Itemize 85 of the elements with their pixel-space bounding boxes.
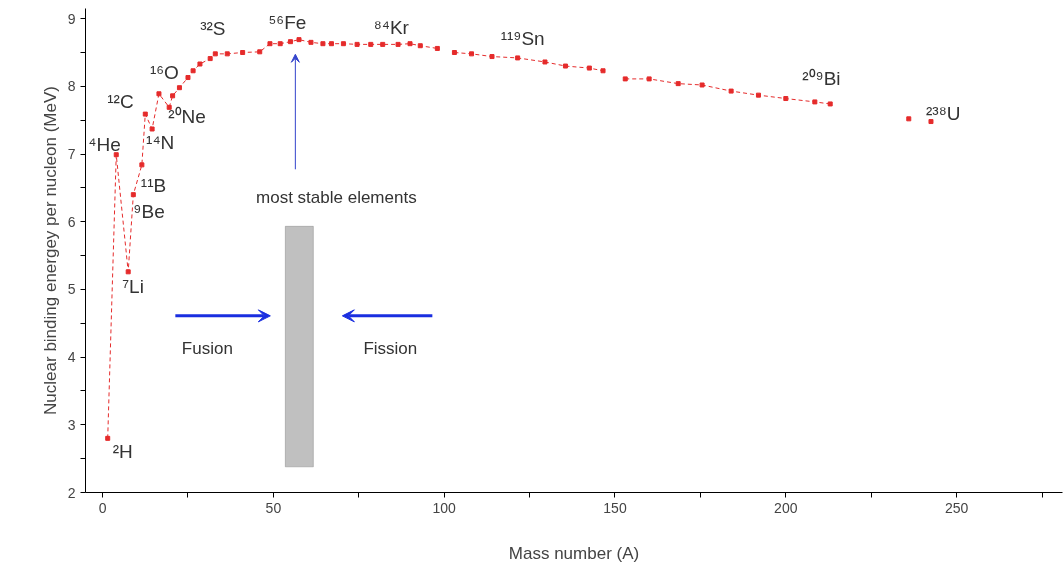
point	[783, 96, 789, 102]
point	[296, 37, 302, 43]
x-axis-title: Mass number (A)	[508, 543, 640, 563]
x-tick-label: 100	[432, 499, 457, 516]
point	[395, 41, 401, 47]
point	[125, 269, 131, 275]
point	[287, 39, 293, 45]
point	[407, 41, 413, 47]
point	[113, 152, 119, 158]
point	[827, 101, 833, 107]
point	[451, 50, 457, 55]
point	[380, 41, 386, 47]
point	[257, 49, 263, 55]
point	[728, 88, 734, 94]
point	[542, 59, 548, 65]
point	[434, 45, 440, 51]
point	[212, 51, 218, 57]
annotation: ¹¹B	[140, 175, 167, 197]
annotation: ⁴He	[88, 134, 121, 156]
y-tick-label: 9	[67, 10, 76, 27]
point	[142, 111, 148, 117]
point	[699, 82, 705, 88]
x-tick-label: 150	[603, 499, 627, 516]
point	[156, 91, 162, 97]
x-tick-label: 250	[944, 499, 969, 516]
point	[190, 68, 196, 74]
x-tick-label: 50	[265, 499, 282, 516]
annotation: ⁹Be	[133, 201, 165, 223]
point	[417, 43, 423, 49]
point	[197, 61, 203, 67]
y-tick-label: 7	[67, 146, 76, 163]
point	[139, 162, 145, 168]
point	[130, 192, 136, 198]
y-tick-label: 3	[67, 416, 76, 433]
annotation: ²⁰⁹Bi	[802, 68, 841, 90]
y-tick-label: 8	[67, 78, 76, 95]
point	[328, 41, 334, 47]
point	[469, 51, 475, 57]
annotation: ¹⁶O	[149, 62, 179, 84]
point	[368, 41, 374, 47]
x-tick-label: 0	[98, 499, 107, 516]
point	[586, 65, 592, 71]
point	[277, 41, 283, 47]
annotation: ²⁰Ne	[168, 105, 206, 127]
annotation: ³²S	[200, 18, 226, 40]
annotation: ¹⁴N	[146, 132, 175, 154]
point	[646, 76, 652, 82]
annotation: ⁵⁶Fe	[268, 12, 307, 34]
annotation: ²³⁸U	[925, 103, 961, 125]
y-tick-label: 5	[67, 281, 76, 298]
annotation: Fission	[363, 339, 418, 359]
annotation: ¹²C	[107, 90, 134, 112]
point	[320, 41, 326, 47]
point	[207, 56, 213, 62]
point	[489, 54, 495, 60]
point	[675, 81, 681, 87]
point	[240, 50, 246, 55]
point	[340, 41, 346, 47]
annotation: ²H	[112, 440, 133, 462]
point	[149, 126, 155, 132]
point	[755, 92, 761, 98]
point	[622, 76, 628, 82]
annotation: ⁸⁴Kr	[373, 16, 410, 38]
annotation: ⁷Li	[122, 276, 144, 298]
point	[354, 41, 360, 47]
y-tick-label: 4	[67, 349, 76, 366]
point	[267, 41, 273, 47]
point	[176, 85, 182, 91]
y-tick-label: 6	[67, 213, 76, 230]
point	[562, 63, 568, 69]
y-tick-label: 2	[67, 484, 76, 501]
annotation: Fusion	[181, 339, 233, 359]
annotation: ¹¹⁹Sn	[500, 28, 545, 50]
point	[600, 68, 606, 74]
point	[105, 435, 111, 441]
point	[906, 116, 912, 122]
point	[812, 99, 818, 105]
point	[224, 51, 230, 57]
point	[308, 39, 314, 45]
y-axis-title: Nuclear binding energey per nucleon (MeV)	[40, 86, 60, 415]
annotation: most stable elements	[256, 187, 417, 207]
point	[515, 55, 521, 61]
point	[185, 75, 191, 81]
point	[170, 93, 176, 99]
x-tick-label: 200	[774, 499, 798, 516]
